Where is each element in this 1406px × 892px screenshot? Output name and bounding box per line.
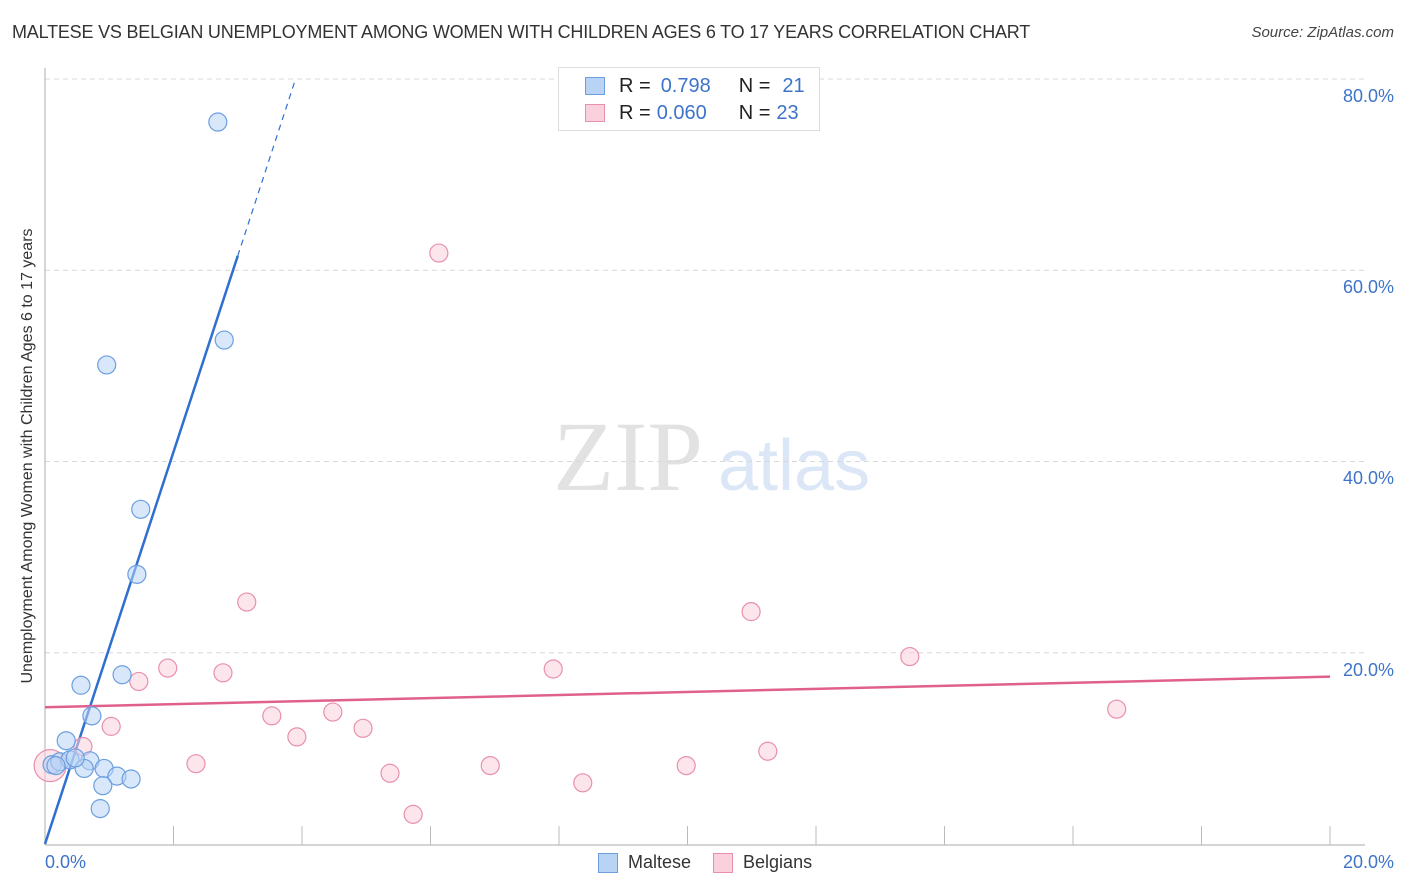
x-tick-0: 0.0% (45, 852, 87, 872)
belgians-point[interactable] (323, 702, 343, 722)
maltese-point[interactable] (131, 499, 151, 519)
maltese-trend-extension (237, 78, 297, 257)
belgians-point[interactable] (1107, 699, 1127, 719)
belgians-point[interactable] (287, 727, 307, 747)
y-tick-40: 40.0% (1342, 468, 1394, 488)
belgians-point[interactable] (101, 716, 121, 736)
y-tick-20: 20.0% (1342, 660, 1394, 680)
belgians-point[interactable] (741, 602, 761, 622)
maltese-point[interactable] (127, 564, 147, 584)
belgians-point[interactable] (403, 804, 423, 824)
belgians-trend-line (44, 675, 1331, 709)
y-tick-80: 80.0% (1342, 86, 1394, 106)
belgians-point[interactable] (262, 706, 282, 726)
legend-item-maltese[interactable]: Maltese (598, 852, 691, 873)
maltese-point[interactable] (208, 112, 228, 132)
legend-label-belgians: Belgians (743, 852, 813, 872)
maltese-point[interactable] (71, 675, 91, 695)
belgians-point[interactable] (186, 754, 206, 774)
maltese-swatch-icon (598, 852, 618, 873)
maltese-point[interactable] (90, 799, 110, 819)
data-points (33, 112, 1127, 824)
watermark-zip: ZIP (553, 401, 703, 512)
maltese-point[interactable] (214, 330, 234, 350)
watermark: ZIP atlas (553, 401, 870, 512)
legend-item-belgians[interactable]: Belgians (713, 852, 812, 873)
axes (44, 68, 1365, 846)
legend-label-maltese: Maltese (628, 852, 692, 872)
n-label: N = (738, 74, 771, 97)
stats-legend: R = 0.798 N = 21 R = 0.060 N = 23 (558, 67, 820, 131)
belgians-point[interactable] (676, 755, 696, 776)
maltese-point[interactable] (65, 748, 85, 768)
n-value: 21 (782, 74, 805, 97)
belgians-point[interactable] (380, 763, 400, 783)
x-tick-20: 20.0% (1342, 852, 1394, 872)
maltese-point[interactable] (112, 665, 132, 685)
watermark-atlas: atlas (718, 426, 870, 506)
series-legend: Maltese Belgians (598, 852, 834, 873)
maltese-point[interactable] (121, 769, 141, 789)
belgians-swatch-icon (585, 104, 605, 122)
y-tick-60: 60.0% (1342, 277, 1394, 297)
maltese-point[interactable] (93, 776, 113, 796)
belgians-swatch-icon (713, 852, 734, 873)
r-label: R = (619, 74, 651, 97)
maltese-point[interactable] (46, 755, 66, 776)
source-label: Source: ZipAtlas.com (1251, 24, 1394, 41)
r-value: 0.798 (660, 74, 711, 97)
gridlines (45, 78, 1365, 654)
r-value: 0.060 (656, 101, 707, 124)
stats-legend-maltese: R = 0.798 N = 21 (585, 73, 805, 99)
belgians-point[interactable] (429, 243, 449, 263)
belgians-point[interactable] (543, 659, 563, 679)
r-label: R = (619, 101, 651, 124)
belgians-point[interactable] (353, 718, 373, 738)
belgians-point[interactable] (900, 646, 920, 667)
chart-title: MALTESE VS BELGIAN UNEMPLOYMENT AMONG WO… (12, 22, 1031, 42)
n-label: N = (738, 101, 771, 124)
belgians-point[interactable] (573, 773, 593, 793)
maltese-swatch-icon (585, 77, 605, 95)
maltese-point[interactable] (82, 706, 102, 726)
n-value: 23 (776, 101, 799, 124)
stats-legend-belgians: R = 0.060 N = 23 (585, 100, 799, 126)
belgians-point[interactable] (480, 755, 500, 776)
belgians-point[interactable] (158, 658, 178, 678)
belgians-point[interactable] (758, 741, 778, 761)
belgians-point[interactable] (129, 671, 149, 692)
belgians-point[interactable] (237, 592, 257, 612)
maltese-point[interactable] (56, 731, 76, 751)
belgians-point[interactable] (213, 663, 233, 683)
maltese-point[interactable] (97, 355, 117, 375)
